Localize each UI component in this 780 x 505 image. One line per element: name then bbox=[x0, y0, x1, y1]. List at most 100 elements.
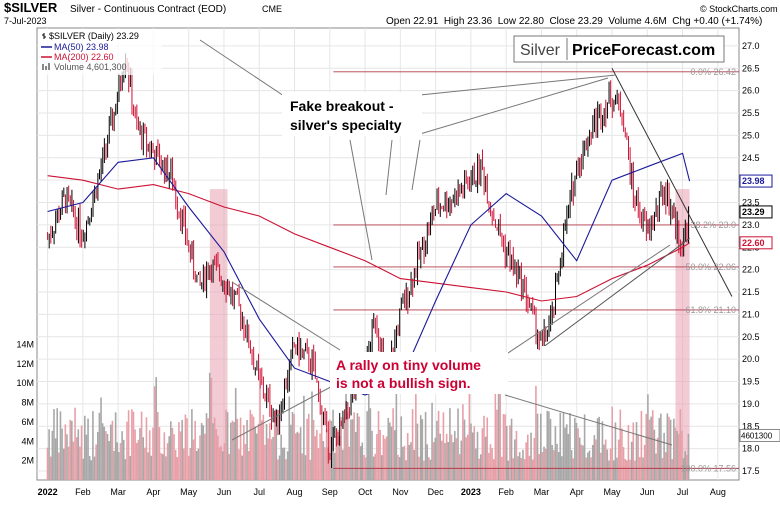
price-tick-label: 23.0 bbox=[742, 220, 760, 230]
volume-bar bbox=[479, 454, 482, 480]
ohlc-readout: Open 22.91 High 23.36 Low 22.80 Close 23… bbox=[386, 16, 762, 27]
volume-bar bbox=[361, 442, 364, 480]
volume-bar bbox=[512, 458, 515, 480]
volume-bar bbox=[278, 455, 281, 480]
volume-bar bbox=[152, 427, 154, 480]
time-tick-label: Jun bbox=[640, 487, 655, 497]
volume-bar bbox=[411, 409, 414, 480]
volume-bar bbox=[457, 408, 459, 480]
volume-bar bbox=[101, 423, 104, 480]
volume-bar bbox=[565, 424, 568, 480]
volume-bar bbox=[286, 451, 289, 480]
volume-bar bbox=[608, 460, 610, 480]
volume-bar bbox=[218, 447, 221, 480]
volume-bar bbox=[679, 409, 682, 480]
exchange-label: CME bbox=[262, 4, 282, 14]
volume-bar bbox=[604, 439, 607, 480]
volume-bar bbox=[544, 448, 547, 480]
volume-bar bbox=[384, 438, 386, 480]
volume-bar bbox=[630, 441, 633, 480]
volume-bar bbox=[663, 432, 665, 480]
volume-bar bbox=[419, 415, 422, 480]
price-tick-label: 18.5 bbox=[742, 421, 760, 431]
time-tick-label: Dec bbox=[428, 487, 445, 497]
volume-bar bbox=[80, 425, 83, 480]
volume-bar bbox=[686, 454, 688, 480]
volume-bar bbox=[256, 433, 258, 480]
volume-bar bbox=[98, 412, 101, 480]
volume-bar bbox=[504, 414, 506, 480]
volume-bar bbox=[531, 459, 534, 480]
volume-bar bbox=[171, 427, 174, 480]
volume-bar bbox=[103, 426, 106, 480]
volume-bar bbox=[122, 439, 125, 480]
volume-bar bbox=[189, 447, 192, 480]
price-tick-label: 25.5 bbox=[742, 108, 760, 118]
volume-bar bbox=[491, 448, 493, 480]
volume-bar bbox=[363, 454, 365, 480]
volume-bar bbox=[397, 454, 399, 480]
volume-bar bbox=[650, 416, 652, 480]
volume-bar bbox=[596, 418, 599, 480]
volume-bar bbox=[72, 441, 75, 480]
volume-bar bbox=[674, 427, 677, 480]
volume-bar bbox=[455, 438, 458, 480]
volume-bar bbox=[182, 448, 185, 480]
volume-bar bbox=[283, 447, 286, 480]
volume-bar bbox=[687, 433, 690, 480]
volume-bar bbox=[320, 413, 323, 480]
volume-bar bbox=[239, 417, 242, 480]
volume-bar bbox=[505, 425, 508, 480]
fib-label: 61.8% 21.10 bbox=[685, 305, 736, 315]
volume-bar bbox=[598, 416, 601, 480]
volume-bar bbox=[281, 447, 284, 480]
volume-bar bbox=[129, 456, 132, 480]
volume-bar bbox=[514, 439, 516, 480]
volume-bar bbox=[499, 372, 502, 480]
fib-label: 38.2% 23.0 bbox=[690, 220, 736, 230]
volume-bar bbox=[539, 413, 542, 480]
volume-bar bbox=[252, 416, 255, 480]
volume-bar bbox=[458, 454, 461, 480]
volume-bar bbox=[483, 415, 485, 480]
volume-bar bbox=[342, 449, 344, 480]
volume-bar bbox=[358, 416, 360, 480]
volume-bar bbox=[234, 388, 237, 480]
support-trendline bbox=[544, 237, 690, 347]
price-tick-label: 21.5 bbox=[742, 287, 760, 297]
volume-bar bbox=[377, 411, 380, 480]
volume-bar bbox=[226, 412, 229, 480]
volume-bar bbox=[217, 435, 219, 480]
volume-bar bbox=[684, 451, 687, 480]
volume-bar bbox=[366, 411, 368, 480]
ticker-title: $SILVER bbox=[4, 0, 58, 15]
volume-bar bbox=[105, 431, 107, 480]
fib-label: 0.0% 26.42 bbox=[690, 67, 736, 77]
volume-axis: 2M 4M 6M 8M 10M 12M 14M bbox=[16, 340, 34, 466]
volume-bar bbox=[627, 425, 630, 480]
volume-bar bbox=[621, 428, 623, 480]
volume-bar bbox=[84, 415, 86, 480]
volume-bar bbox=[470, 423, 472, 480]
volume-bar bbox=[432, 442, 435, 480]
volume-bar bbox=[262, 414, 265, 480]
price-tick-label: 18.0 bbox=[742, 444, 760, 454]
volume-bar bbox=[385, 436, 388, 480]
volume-bar bbox=[369, 408, 372, 480]
time-tick-label: 2022 bbox=[38, 487, 58, 497]
volume-bar bbox=[126, 421, 128, 480]
volume-bar bbox=[509, 425, 511, 480]
volume-bar bbox=[533, 437, 536, 480]
volume-bar bbox=[528, 455, 531, 480]
ma200-tag-box bbox=[739, 236, 773, 250]
volume-bar bbox=[340, 416, 342, 480]
volume-bar bbox=[95, 444, 97, 480]
volume-bar bbox=[564, 427, 566, 480]
fib-label: 50.0% 22.06 bbox=[685, 262, 736, 272]
time-tick-label: Sep bbox=[322, 487, 338, 497]
time-tick-label: Aug bbox=[287, 487, 303, 497]
volume-bar bbox=[49, 456, 52, 480]
volume-bar bbox=[390, 426, 393, 480]
volume-bar bbox=[551, 445, 553, 480]
volume-bar bbox=[338, 435, 341, 480]
